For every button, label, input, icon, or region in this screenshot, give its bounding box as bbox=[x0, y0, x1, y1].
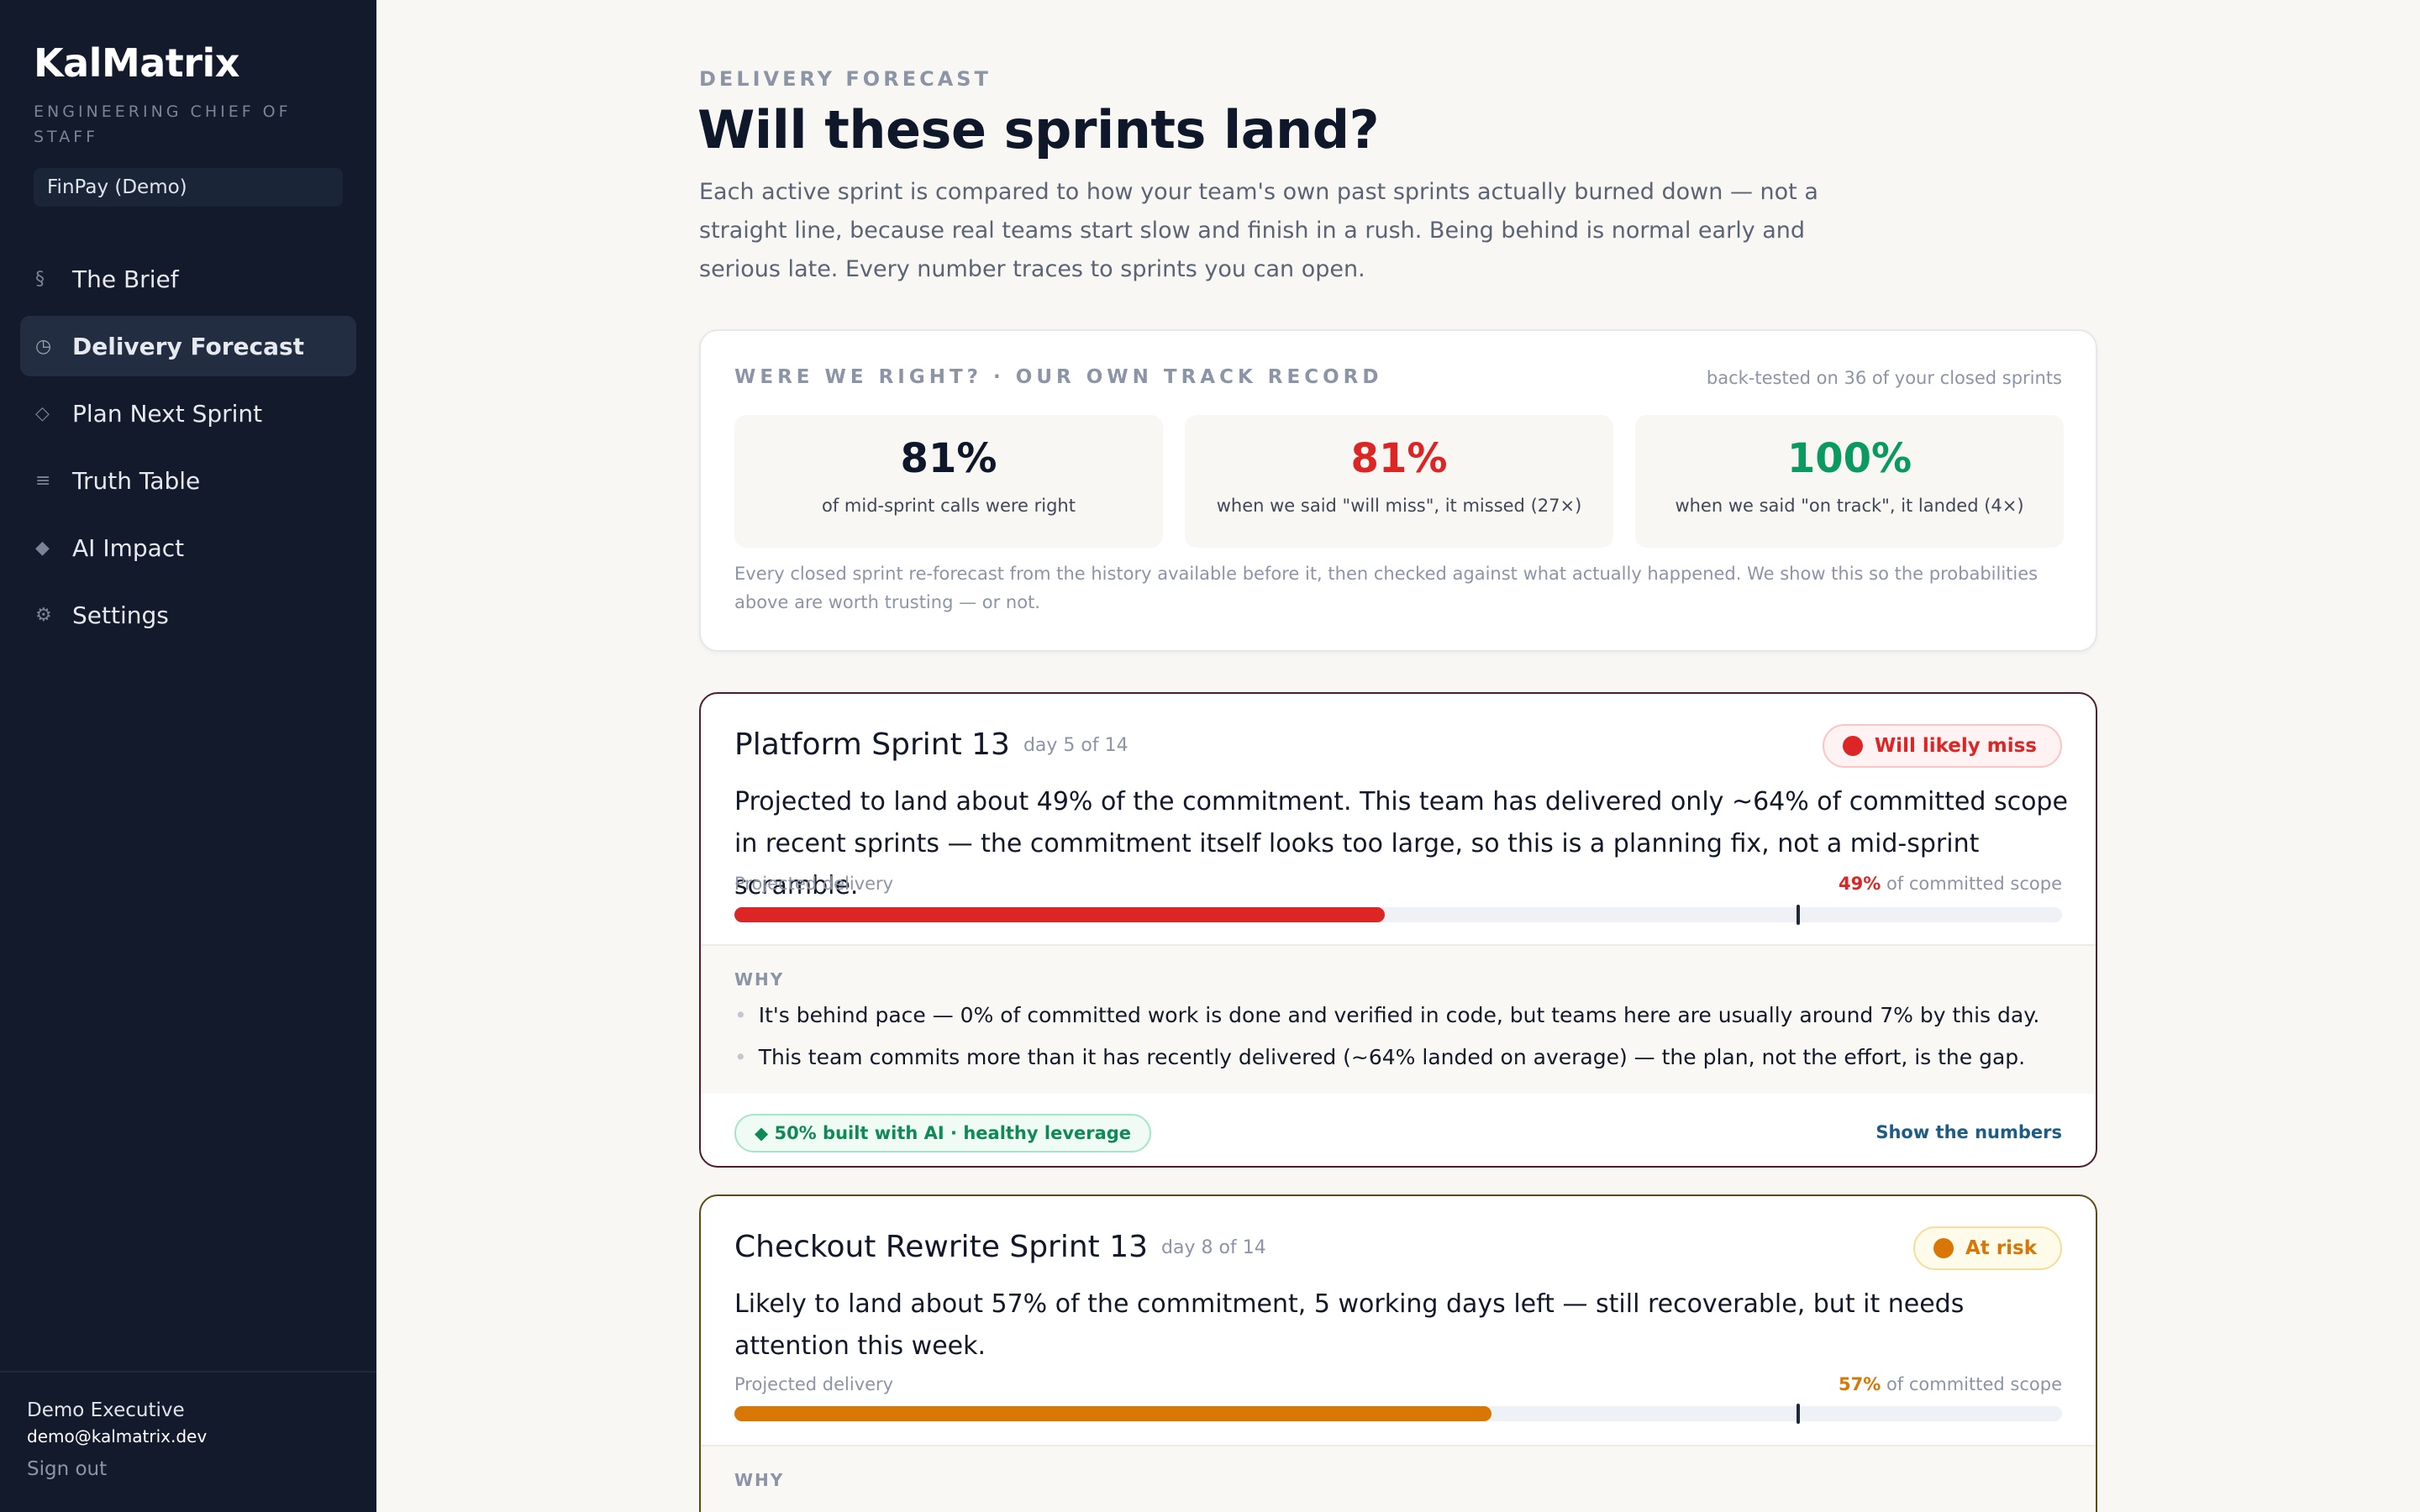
sidebar-item-truth-table[interactable]: ≡ Truth Table bbox=[20, 450, 356, 511]
sidebar-item-label: The Brief bbox=[72, 265, 179, 293]
sidebar-item-settings[interactable]: ⚙ Settings bbox=[20, 585, 356, 645]
status-dot-icon bbox=[1842, 736, 1863, 756]
progress-bar-fill bbox=[734, 1406, 1491, 1421]
page-intro: Each active sprint is compared to how yo… bbox=[699, 179, 1818, 282]
stat-value: 100% bbox=[1786, 435, 1912, 482]
projected-percent-suffix: of committed scope bbox=[1881, 874, 2062, 894]
user-email: demo@kalmatrix.dev bbox=[27, 1426, 208, 1446]
track-record-footnote: Every closed sprint re-forecast from the… bbox=[734, 564, 2039, 612]
why-heading: WHY bbox=[734, 1470, 785, 1490]
sprint-day: day 5 of 14 bbox=[1023, 735, 1128, 756]
diamond-outline-icon: ◇ bbox=[35, 402, 50, 424]
why-section: WHY It's behind pace — 0% of committed w… bbox=[701, 944, 2096, 1094]
sidebar-item-label: Plan Next Sprint bbox=[72, 399, 263, 428]
status-badge-label: At risk bbox=[1965, 1237, 2037, 1259]
section-icon: § bbox=[35, 268, 45, 290]
progress-bar-fill bbox=[734, 907, 1386, 922]
sign-out-link[interactable]: Sign out bbox=[27, 1458, 108, 1480]
user-name: Demo Executive bbox=[27, 1399, 185, 1421]
projected-delivery-percent: 57% of committed scope bbox=[1839, 1374, 2062, 1394]
sprint-card: Platform Sprint 13 day 5 of 14 Will likel… bbox=[699, 692, 2097, 1168]
projected-delivery-percent: 49% of committed scope bbox=[1839, 874, 2062, 894]
gear-icon: ⚙ bbox=[35, 604, 52, 626]
sidebar-item-the-brief[interactable]: § The Brief bbox=[20, 249, 356, 309]
progress-bar-marker bbox=[1797, 905, 1800, 925]
projected-percent-value: 49% bbox=[1839, 874, 1881, 894]
why-section: WHY bbox=[701, 1445, 2096, 1512]
sprint-summary: Likely to land about 57% of the commitme… bbox=[734, 1289, 1965, 1361]
page-eyebrow: DELIVERY FORECAST bbox=[699, 67, 992, 91]
list-icon: ≡ bbox=[35, 470, 51, 491]
status-badge: Will likely miss bbox=[1822, 724, 2062, 768]
sidebar-divider bbox=[0, 1371, 376, 1373]
projected-percent-suffix: of committed scope bbox=[1881, 1374, 2062, 1394]
why-item: It's behind pace — 0% of committed work … bbox=[734, 1003, 2040, 1027]
brand-subtitle: ENGINEERING CHIEF OF STAFF bbox=[34, 102, 292, 146]
why-item: This team commits more than it has recen… bbox=[734, 1045, 2025, 1069]
diamond-filled-icon: ◆ bbox=[35, 537, 50, 559]
sidebar-item-label: Delivery Forecast bbox=[72, 332, 305, 360]
org-switcher[interactable]: FinPay (Demo) bbox=[34, 168, 343, 207]
stat-value: 81% bbox=[900, 435, 997, 482]
stat-label: when we said "will miss", it missed (27×… bbox=[1216, 496, 1582, 516]
stat-overall-accuracy: 81% of mid-sprint calls were right bbox=[734, 415, 1163, 548]
sidebar-item-label: Truth Table bbox=[72, 466, 201, 495]
sidebar-item-label: Settings bbox=[72, 601, 169, 629]
sidebar-item-label: AI Impact bbox=[72, 533, 185, 562]
stat-label: when we said "on track", it landed (4×) bbox=[1675, 496, 2024, 516]
why-heading: WHY bbox=[734, 969, 785, 990]
sidebar: KalMatrix ENGINEERING CHIEF OF STAFF Fin… bbox=[0, 0, 376, 1512]
ai-leverage-pill: ◆ 50% built with AI · healthy leverage bbox=[734, 1114, 1152, 1152]
stat-label: of mid-sprint calls were right bbox=[822, 496, 1076, 516]
sidebar-item-delivery-forecast[interactable]: ◷ Delivery Forecast bbox=[20, 316, 356, 376]
stat-value: 81% bbox=[1350, 435, 1448, 482]
status-badge-label: Will likely miss bbox=[1874, 735, 2037, 757]
track-record-card: WERE WE RIGHT? · OUR OWN TRACK RECORD ba… bbox=[699, 329, 2097, 652]
sprint-summary: Projected to land about 49% of the commi… bbox=[734, 787, 2068, 900]
sprint-title: Platform Sprint 13 day 5 of 14 bbox=[734, 727, 1128, 762]
track-record-note: back-tested on 36 of your closed sprints bbox=[1706, 368, 2062, 388]
sprint-name: Platform Sprint 13 bbox=[734, 727, 1010, 762]
stat-will-miss-accuracy: 81% when we said "will miss", it missed … bbox=[1185, 415, 1613, 548]
status-dot-icon bbox=[1933, 1238, 1954, 1258]
brand-logo[interactable]: KalMatrix bbox=[34, 40, 239, 86]
sidebar-nav: § The Brief ◷ Delivery Forecast ◇ Plan N… bbox=[20, 249, 356, 652]
sprint-day: day 8 of 14 bbox=[1161, 1237, 1266, 1258]
status-badge: At risk bbox=[1912, 1226, 2062, 1270]
projected-delivery-label: Projected delivery bbox=[734, 1374, 894, 1394]
projected-percent-value: 57% bbox=[1839, 1374, 1881, 1394]
projected-delivery-label: Projected delivery bbox=[734, 874, 894, 894]
page-title: Will these sprints land? bbox=[697, 99, 1380, 160]
sidebar-item-ai-impact[interactable]: ◆ AI Impact bbox=[20, 517, 356, 578]
progress-bar bbox=[734, 1404, 2062, 1424]
sprint-card: Checkout Rewrite Sprint 13 day 8 of 14 At… bbox=[699, 1194, 2097, 1512]
progress-bar-marker bbox=[1797, 1404, 1800, 1424]
clock-icon: ◷ bbox=[35, 335, 52, 357]
show-numbers-link[interactable]: Show the numbers bbox=[1876, 1122, 2062, 1142]
sprint-title: Checkout Rewrite Sprint 13 day 8 of 14 bbox=[734, 1230, 1266, 1264]
sprint-name: Checkout Rewrite Sprint 13 bbox=[734, 1230, 1149, 1264]
sidebar-item-plan-next-sprint[interactable]: ◇ Plan Next Sprint bbox=[20, 383, 356, 444]
stat-on-track-accuracy: 100% when we said "on track", it landed … bbox=[1635, 415, 2064, 548]
progress-bar bbox=[734, 905, 2062, 925]
track-record-heading: WERE WE RIGHT? · OUR OWN TRACK RECORD bbox=[734, 366, 1383, 388]
